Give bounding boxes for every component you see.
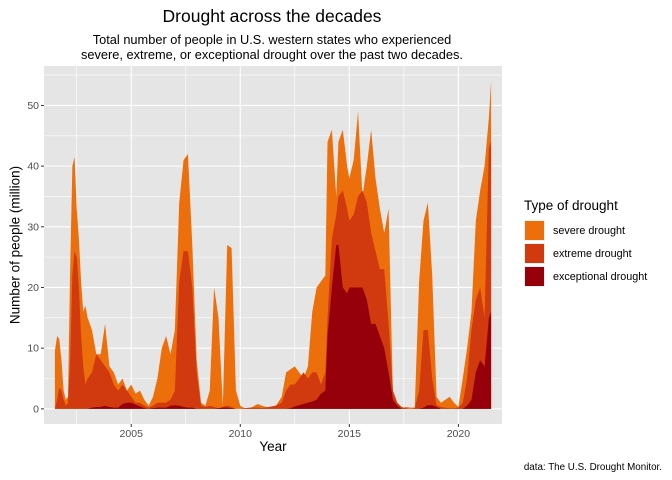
legend-label-severe: severe drought [553, 224, 626, 237]
y-axis-label: Number of people (million) [7, 165, 23, 325]
legend-item-severe: severe drought [524, 219, 647, 242]
legend-title: Type of drought [524, 198, 618, 213]
y-axis: 0 10 20 30 40 50 [27, 100, 44, 415]
chart-caption: data: The U.S. Drought Monitor. [523, 462, 662, 473]
chart-subtitle: Total number of people in U.S. western s… [0, 32, 544, 62]
legend-item-exceptional: exceptional drought [524, 265, 647, 288]
y-tick-label: 20 [27, 282, 39, 294]
x-axis-label: Year [259, 439, 287, 454]
subtitle-line-1: Total number of people in U.S. western s… [92, 32, 452, 47]
legend-label-exceptional: exceptional drought [553, 270, 648, 283]
subtitle-line-2: severe, extreme, or exceptional drought … [81, 46, 463, 62]
y-tick-label: 0 [33, 403, 39, 415]
legend-item-extreme: extreme drought [524, 242, 647, 265]
y-tick-label: 30 [27, 221, 39, 233]
legend-key-exceptional [524, 266, 545, 287]
y-tick-label: 50 [27, 100, 39, 112]
legend-key-severe [524, 220, 545, 241]
legend-key-extreme [524, 243, 545, 264]
x-tick-label: 2005 [120, 428, 144, 440]
x-tick-label: 2020 [447, 428, 471, 440]
y-tick-label: 10 [27, 343, 39, 355]
x-tick-label: 2015 [338, 428, 362, 440]
legend-label-extreme: extreme drought [553, 247, 632, 260]
y-tick-label: 40 [27, 161, 39, 173]
x-axis: 2005 2010 2015 2020 [120, 424, 471, 440]
chart-title: Drought across the decades [162, 6, 382, 26]
x-tick-label: 2010 [229, 428, 253, 440]
area-exceptional-drought [54, 245, 492, 409]
legend: Type of drought severe drought extreme d… [524, 198, 647, 288]
